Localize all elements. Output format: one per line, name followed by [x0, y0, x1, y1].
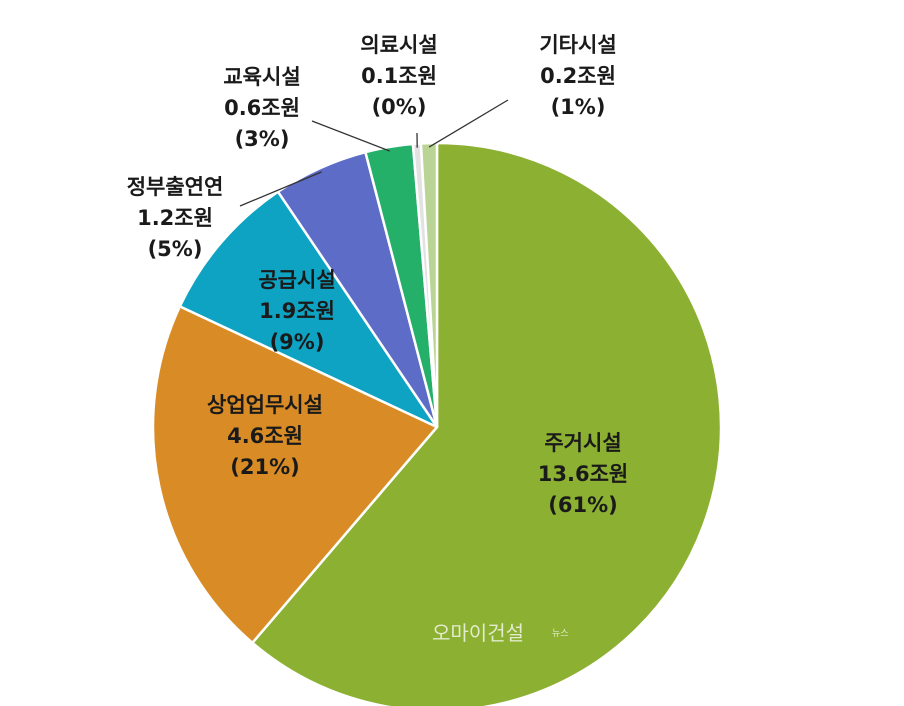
slice-label: 상업업무시설 4.6조원 (21%) — [207, 393, 323, 479]
slice-label: 교육시설 0.6조원 (3%) — [223, 65, 300, 151]
slice-label: 주거시설 13.6조원 (61%) — [538, 431, 628, 517]
pie-slice — [151, 305, 439, 645]
watermark-suffix: 뉴스 — [552, 628, 569, 639]
pie-slices — [151, 141, 723, 706]
leader-line — [428, 99, 509, 148]
leader-line — [311, 120, 390, 152]
watermark: 오마이건설 — [432, 621, 524, 645]
pie-slice — [178, 190, 439, 429]
slice-labels: 주거시설 13.6조원 (61%) 상업업무시설 4.6조원 (21%) 공급시설 1.9조원… — [127, 33, 629, 517]
leader-line — [239, 171, 322, 207]
slice-label: 정부출연연 1.2조원 (5%) — [127, 175, 224, 261]
pie-slice — [251, 141, 723, 706]
slice-label: 공급시설 1.9조원 (9%) — [258, 268, 335, 354]
slice-label: 의료시설 0.1조원 (0%) — [360, 33, 437, 119]
leader-lines — [239, 99, 509, 207]
slice-label: 기타시설 0.2조원 (1%) — [539, 33, 616, 119]
